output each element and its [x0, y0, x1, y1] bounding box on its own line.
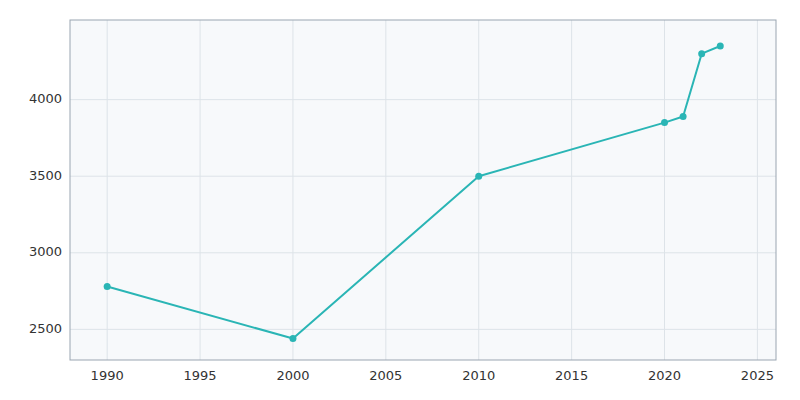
- x-grid-line: [571, 20, 572, 360]
- chart: 1990 1995 2000 2005 2010 2015 2020 2025 2500 3000…: [0, 0, 800, 400]
- x-tick-label: 2020: [648, 368, 681, 383]
- y-tick-label: 3000: [29, 244, 62, 259]
- point: [475, 173, 482, 180]
- x-grid-line: [757, 20, 758, 360]
- point: [717, 43, 724, 50]
- x-grid-line: [385, 20, 386, 360]
- y-grid-line: [70, 176, 776, 177]
- point: [698, 50, 705, 57]
- point: [289, 335, 296, 342]
- x-grid-line: [664, 20, 665, 360]
- x-grid-line: [478, 20, 479, 360]
- data-layer: [104, 43, 724, 343]
- x-tick-label: 2010: [462, 368, 495, 383]
- plot-frame: [70, 20, 776, 360]
- y-tick-label: 4000: [29, 91, 62, 106]
- x-grid-line: [200, 20, 201, 360]
- x-tick-label: 2025: [741, 368, 774, 383]
- y-grid-line: [70, 99, 776, 100]
- x-grid-line: [292, 20, 293, 360]
- point: [104, 283, 111, 290]
- point: [661, 119, 668, 126]
- x-tick-label: 1990: [91, 368, 124, 383]
- tick-labels: 1990 1995 2000 2005 2010 2015 2020 2025 2500 3000…: [29, 91, 774, 383]
- y-grid-line: [70, 329, 776, 330]
- y-tick-label: 3500: [29, 168, 62, 183]
- x-tick-label: 2000: [276, 368, 309, 383]
- plot-background: [70, 20, 776, 360]
- x-tick-label: 1995: [184, 368, 217, 383]
- line: [107, 46, 720, 339]
- grid: [70, 20, 776, 360]
- x-tick-label: 2015: [555, 368, 588, 383]
- x-grid-line: [107, 20, 108, 360]
- chart-container: 1990 1995 2000 2005 2010 2015 2020 2025 2500 3000…: [0, 0, 800, 400]
- x-tick-label: 2005: [369, 368, 402, 383]
- y-tick-label: 2500: [29, 321, 62, 336]
- point: [680, 113, 687, 120]
- y-grid-line: [70, 252, 776, 253]
